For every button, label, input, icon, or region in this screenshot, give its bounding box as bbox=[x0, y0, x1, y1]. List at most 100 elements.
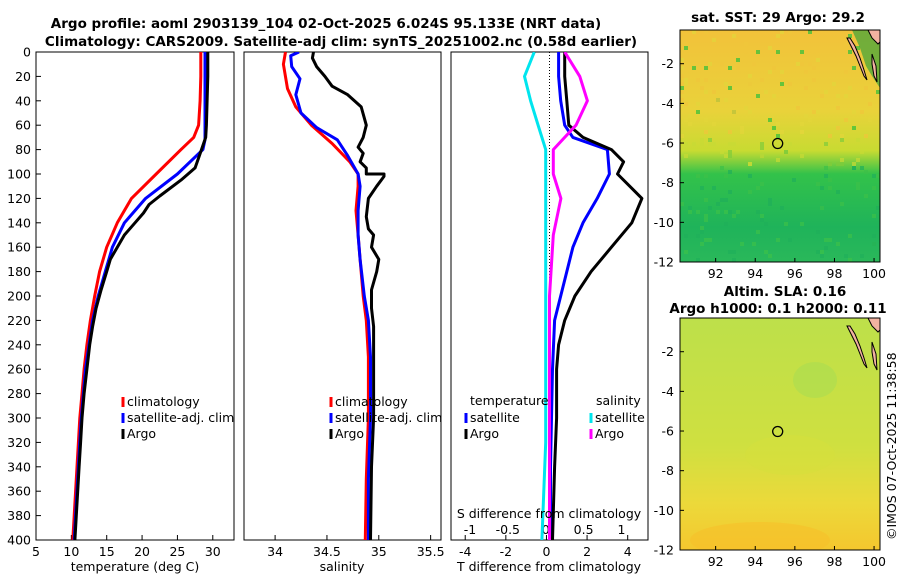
sst-pixel bbox=[692, 142, 696, 146]
difference-legend-temperature-label: Argo bbox=[470, 426, 499, 441]
series-line-s-satellite bbox=[523, 52, 548, 540]
sst-pixel bbox=[688, 206, 692, 210]
t-difference-tick-label: 0 bbox=[542, 544, 550, 559]
sst-pixel bbox=[876, 90, 880, 94]
sst-pixel bbox=[680, 202, 684, 206]
salinity-xlabel: salinity bbox=[320, 559, 365, 574]
sst-pixel bbox=[680, 66, 684, 70]
sst-pixel bbox=[836, 106, 840, 110]
sst-pixel bbox=[724, 210, 728, 214]
sst-pixel bbox=[828, 186, 832, 190]
sst-pixel bbox=[876, 174, 880, 178]
sla-map-x-tick-label: 92 bbox=[708, 554, 724, 569]
difference-panel: -4 -2 0 2 4 -1 -0.5 0 0.5 1 T difference from cl… bbox=[450, 51, 649, 574]
sst-pixel bbox=[836, 94, 840, 98]
s-difference-tick-label: 1 bbox=[618, 522, 626, 537]
legend-title-temperature: temperature bbox=[470, 393, 549, 408]
depth-tick-label: 40 bbox=[15, 93, 31, 108]
t-difference-tick-label: 4 bbox=[624, 544, 632, 559]
sst-pixel bbox=[748, 82, 752, 86]
sst-pixel bbox=[824, 174, 828, 178]
sst-pixel bbox=[748, 46, 752, 50]
series-line-s-argo bbox=[548, 52, 589, 540]
sst-pixel bbox=[748, 74, 752, 78]
sst-pixel bbox=[868, 102, 872, 106]
temperature-tick-label: 25 bbox=[169, 544, 185, 559]
sst-pixel bbox=[864, 194, 868, 198]
sst-pixel bbox=[760, 46, 764, 50]
temperature-panel: 0 20 40 60 80 100 120 140 160 180 200 220 240 260 280 3… bbox=[7, 45, 456, 574]
sst-pixel bbox=[780, 130, 784, 134]
sst-pixel bbox=[704, 130, 708, 134]
sst-pixel bbox=[720, 150, 724, 154]
sst-pixel bbox=[704, 214, 708, 218]
sst-pixel bbox=[700, 142, 704, 146]
sst-pixel bbox=[768, 118, 772, 122]
sst-pixel bbox=[712, 186, 716, 190]
sst-land-1 bbox=[867, 30, 880, 45]
sst-pixel bbox=[708, 238, 712, 242]
sla-map-x-tick-label: 94 bbox=[747, 554, 763, 569]
sst-pixel bbox=[820, 254, 824, 258]
sst-pixel bbox=[680, 134, 684, 138]
sst-pixel bbox=[848, 86, 852, 90]
sst-pixel bbox=[852, 162, 856, 166]
sst-pixel bbox=[728, 86, 732, 90]
sst-pixel bbox=[776, 134, 780, 138]
sst-map-y-tick-label: -6 bbox=[662, 136, 675, 151]
sst-pixel bbox=[684, 154, 688, 158]
sst-pixel bbox=[704, 118, 708, 122]
temperature-legend-label: Argo bbox=[127, 426, 156, 441]
sla-map-y-tick-label: -12 bbox=[654, 543, 674, 558]
sst-pixel bbox=[736, 66, 740, 70]
sst-pixel bbox=[852, 126, 856, 130]
sst-pixel bbox=[680, 86, 684, 90]
series-line-argo bbox=[73, 52, 210, 540]
sst-pixel bbox=[744, 50, 748, 54]
sla-land-1 bbox=[867, 318, 880, 333]
s-difference-xlabel: S difference from climatology bbox=[457, 506, 642, 521]
sst-pixel bbox=[800, 122, 804, 126]
sst-pixel bbox=[756, 50, 760, 54]
sst-pixel bbox=[708, 142, 712, 146]
sst-pixel bbox=[784, 222, 788, 226]
imos-watermark: ©IMOS 07-Oct-2025 11:38:58 bbox=[884, 352, 899, 540]
sst-pixel bbox=[840, 138, 844, 142]
s-difference-tick-label: -1 bbox=[464, 522, 476, 537]
sst-pixel bbox=[816, 182, 820, 186]
sst-pixel bbox=[684, 142, 688, 146]
sst-pixel bbox=[824, 90, 828, 94]
legend-title-salinity: salinity bbox=[596, 393, 641, 408]
depth-tick-label: 220 bbox=[7, 313, 31, 328]
sst-pixel bbox=[712, 122, 716, 126]
sst-pixel bbox=[696, 174, 700, 178]
sla-map-y-tick-label: -6 bbox=[662, 424, 675, 439]
sst-pixel bbox=[808, 118, 812, 122]
sst-pixel bbox=[728, 190, 732, 194]
sst-pixel bbox=[708, 206, 712, 210]
salinity-legend-label: satellite-adj. clim bbox=[335, 410, 442, 425]
depth-tick-label: 180 bbox=[7, 264, 31, 279]
sst-pixel bbox=[768, 198, 772, 202]
sst-pixel bbox=[768, 254, 772, 258]
sst-pixel bbox=[872, 214, 876, 218]
sst-map-x-tick-label: 98 bbox=[827, 266, 843, 281]
sst-map-y-tick-label: -2 bbox=[662, 56, 674, 71]
sst-pixel bbox=[852, 66, 856, 70]
sst-pixel bbox=[796, 106, 800, 110]
sst-pixel bbox=[840, 202, 844, 206]
sst-pixel bbox=[704, 30, 708, 34]
sst-pixel bbox=[744, 42, 748, 46]
sst-pixel bbox=[780, 206, 784, 210]
sst-pixel bbox=[760, 146, 764, 150]
sst-pixel bbox=[780, 70, 784, 74]
sst-pixel bbox=[700, 186, 704, 190]
sst-pixel bbox=[844, 254, 848, 258]
sst-land-3 bbox=[871, 53, 878, 83]
sst-pixel bbox=[720, 62, 724, 66]
sla-high-blob bbox=[690, 522, 830, 550]
sst-pixel bbox=[776, 50, 780, 54]
sst-pixel bbox=[684, 78, 688, 82]
sst-pixel bbox=[856, 158, 860, 162]
sst-pixel bbox=[812, 110, 816, 114]
